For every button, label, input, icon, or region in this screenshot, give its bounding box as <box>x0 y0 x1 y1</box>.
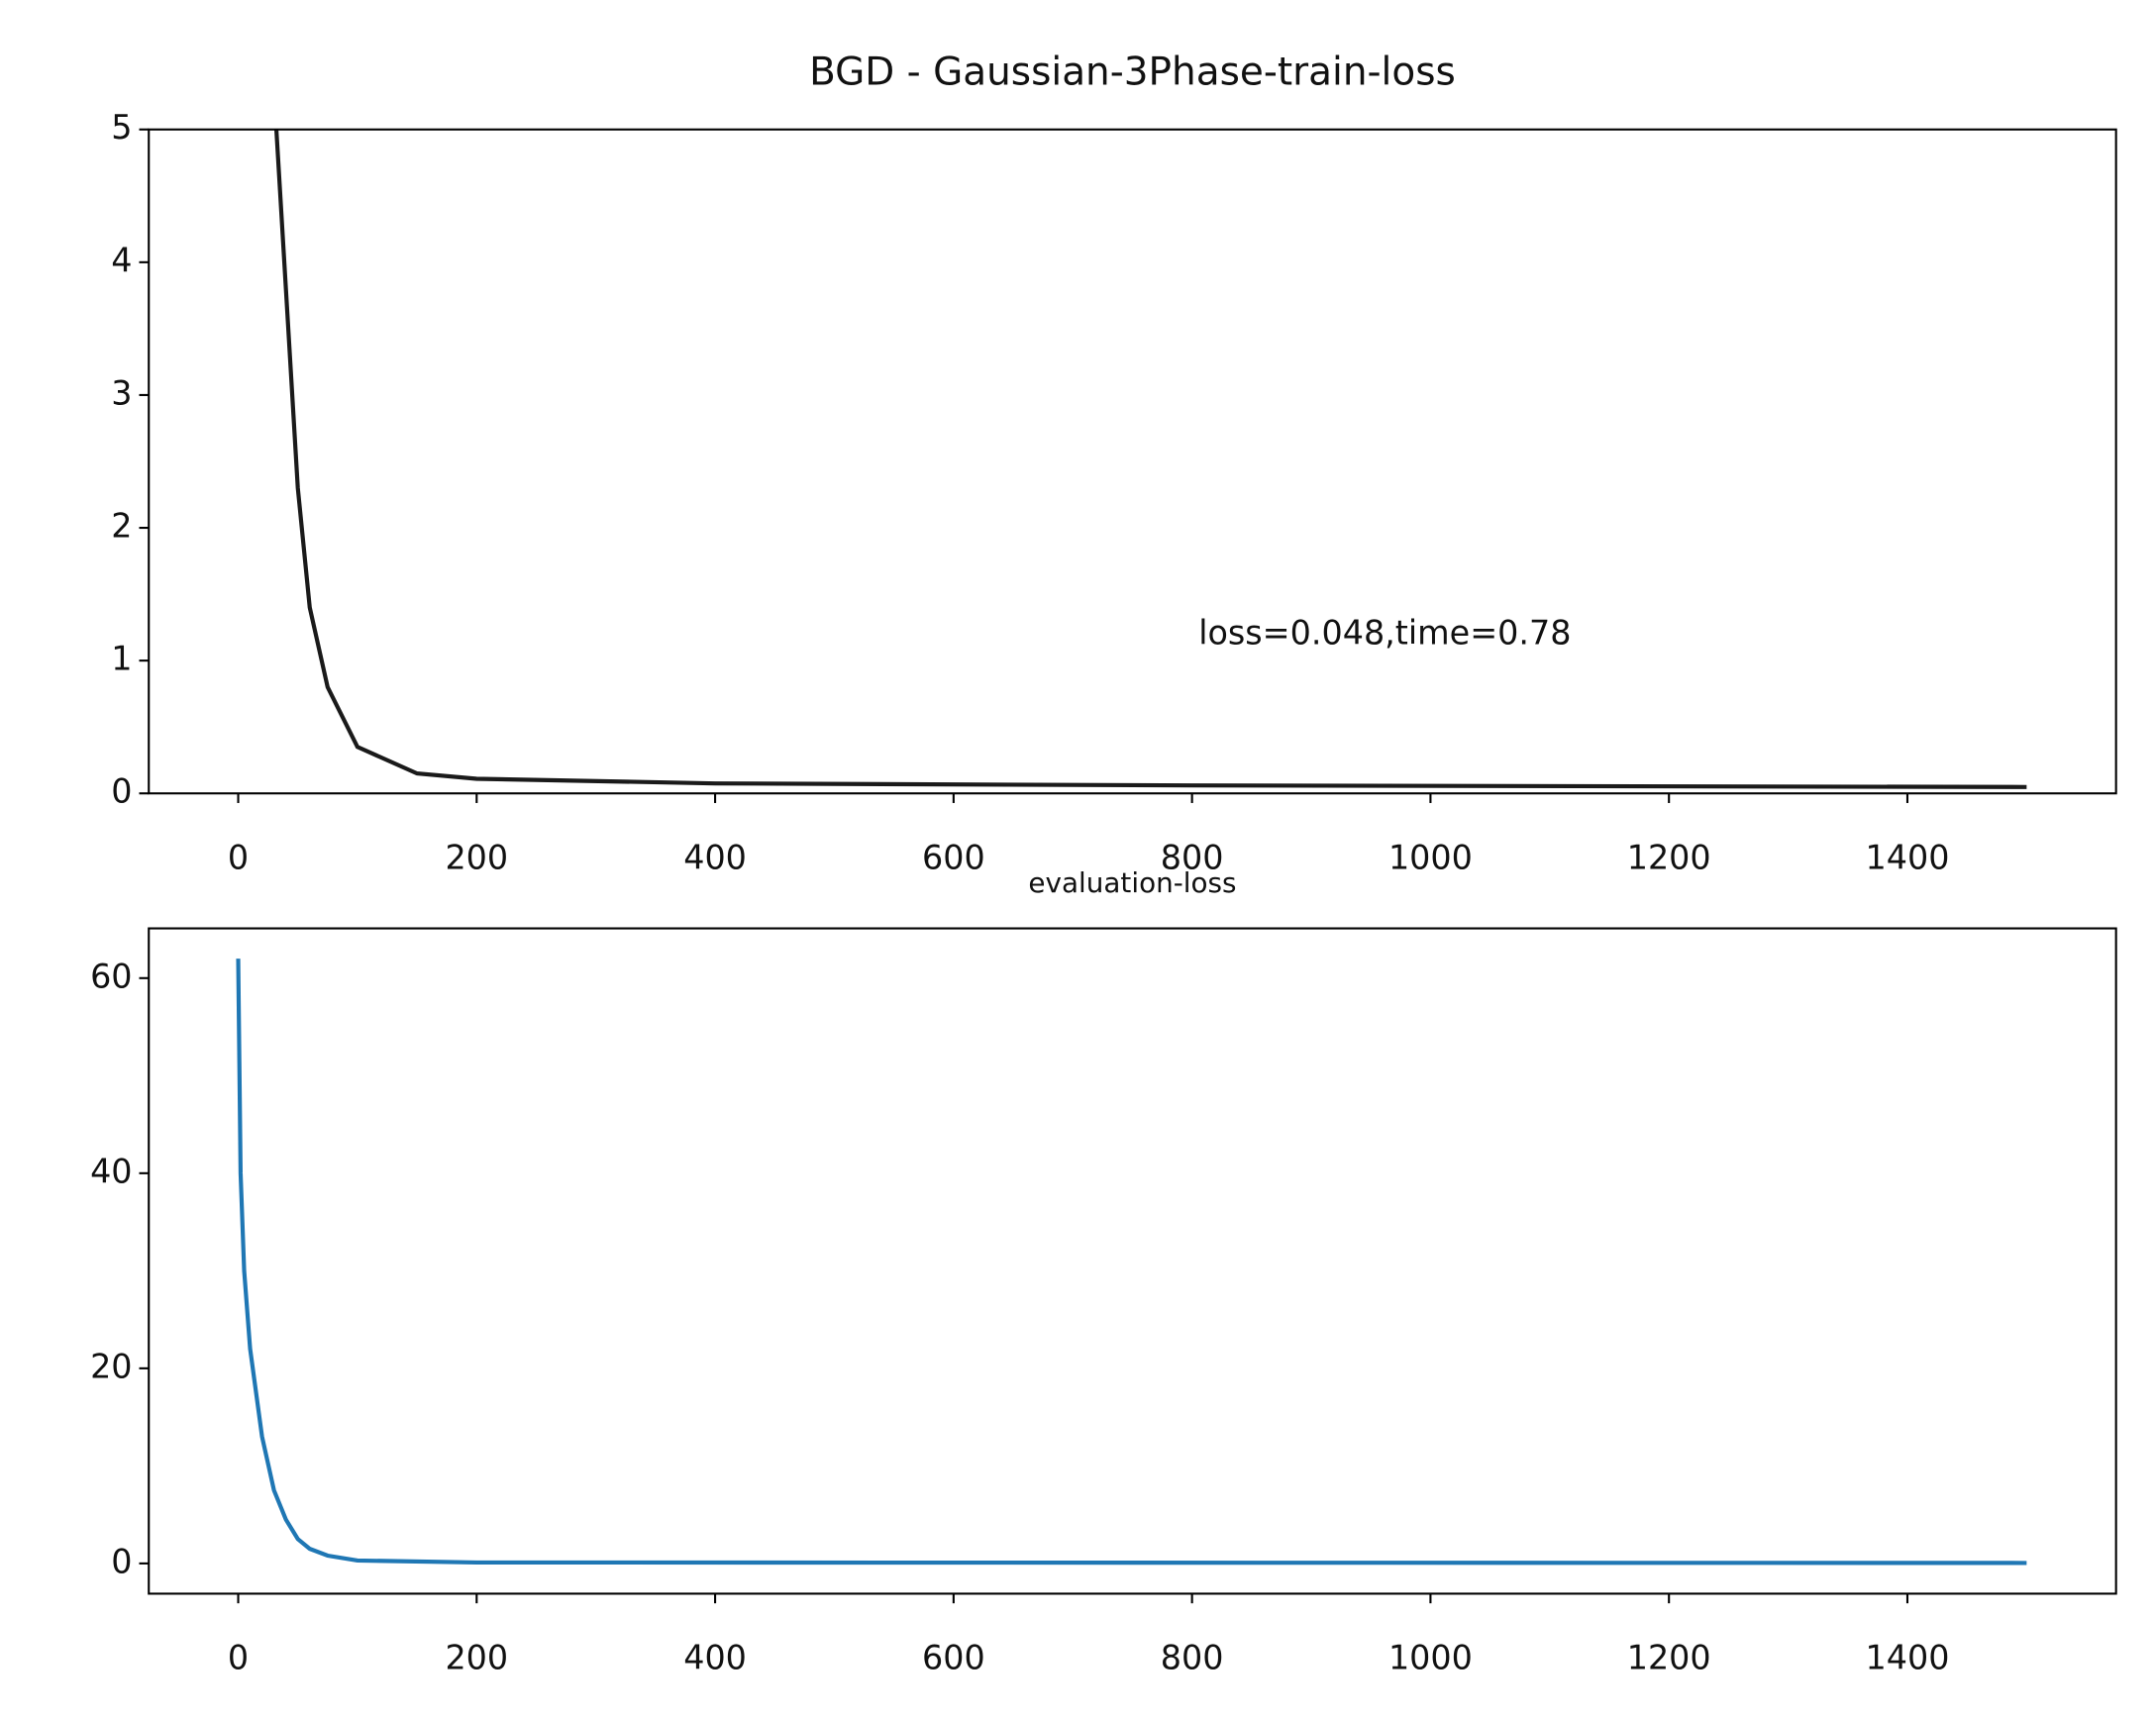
x-tick-label: 0 <box>228 839 249 877</box>
x-tick-label: 800 <box>1161 839 1224 877</box>
chart-title: BGD - Gaussian-3Phase-train-loss <box>809 51 1456 95</box>
x-tick-label: 1000 <box>1388 1639 1473 1677</box>
y-tick-label: 0 <box>111 1542 132 1580</box>
x-tick-label: 400 <box>683 839 747 877</box>
x-tick-label: 1400 <box>1866 839 1950 877</box>
chart-title: evaluation-loss <box>1028 866 1236 899</box>
x-tick-label: 1400 <box>1866 1639 1950 1677</box>
x-tick-label: 1000 <box>1388 839 1473 877</box>
plot-frame <box>148 927 2117 1595</box>
plot-frame <box>148 128 2117 795</box>
annotation: loss=0.048,time=0.78 <box>1198 614 1571 653</box>
x-tick-label: 400 <box>683 1639 747 1677</box>
x-tick-label: 0 <box>228 1639 249 1677</box>
y-tick-label: 2 <box>111 507 132 546</box>
y-tick-label: 40 <box>90 1152 132 1190</box>
x-tick-label: 200 <box>445 1639 508 1677</box>
y-tick-label: 3 <box>111 373 132 412</box>
y-tick-label: 60 <box>90 957 132 995</box>
data-line <box>236 959 2027 1566</box>
y-tick-label: 5 <box>111 108 132 147</box>
x-tick-label: 600 <box>922 839 985 877</box>
x-tick-label: 1200 <box>1627 1639 1711 1677</box>
y-tick-label: 1 <box>111 640 132 678</box>
y-tick-label: 20 <box>90 1347 132 1385</box>
y-tick-label: 4 <box>111 241 132 279</box>
y-tick-label: 0 <box>111 772 132 811</box>
x-tick-label: 200 <box>445 839 508 877</box>
data-line <box>273 129 2027 789</box>
x-tick-label: 800 <box>1161 1639 1224 1677</box>
x-tick-label: 1200 <box>1627 839 1711 877</box>
x-tick-label: 600 <box>922 1639 985 1677</box>
